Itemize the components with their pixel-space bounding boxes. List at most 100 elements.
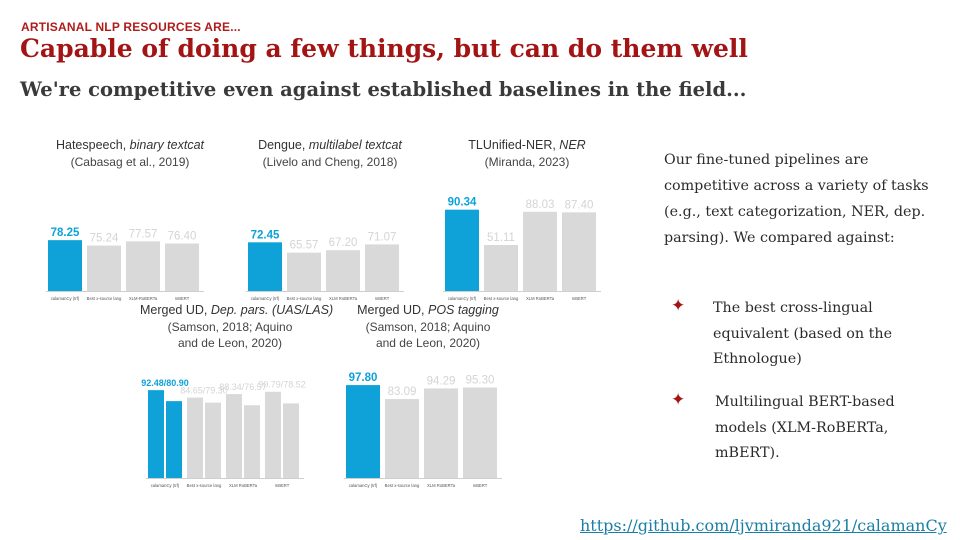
chart-citation: (Samson, 2018; Aquino	[365, 320, 491, 334]
chart-plot: 97.80 calamanCy (trf) 83.09 Best x-source l…	[344, 372, 502, 488]
description-text: Our fine-tuned pipelines are competitive…	[664, 152, 929, 246]
bar	[205, 402, 221, 478]
chart-title-type: Dep. pars. (UAS/LAS)	[210, 303, 334, 317]
chart-title-task: Hatespeech,	[55, 138, 130, 152]
bar-value-label: 88.03	[526, 199, 555, 211]
star-bullet-icon: ✦	[671, 296, 686, 315]
bar	[424, 388, 458, 478]
bar-value-label: 94.29	[427, 375, 456, 387]
bar-value-label: 72.45	[251, 229, 280, 241]
chart-citation: and de Leon, 2020)	[375, 336, 481, 350]
bar	[445, 209, 479, 291]
bar-chart: TLUnified-NER, NER (Miranda, 2023) 90.34 ca…	[437, 138, 617, 305]
bar	[126, 241, 160, 291]
chart-title-type: multilabel textcat	[308, 138, 402, 152]
category-label: XLM RoBERTa	[427, 483, 456, 488]
bar-chart: Merged UD, POS tagging (Samson, 2018; Aqu…	[338, 303, 518, 492]
category-label: mBERT	[473, 483, 488, 488]
section-kicker: ARTISANAL NLP RESOURCES ARE...	[21, 20, 241, 34]
category-label: mBERT	[275, 483, 290, 488]
bar-value-label: 88.34/76.57	[219, 382, 267, 392]
bar	[523, 211, 557, 291]
bar	[365, 244, 399, 291]
bar	[87, 245, 121, 291]
category-label: XLM RoBERTa	[526, 296, 555, 301]
chart-citation: (Cabasag et al., 2019)	[70, 155, 190, 169]
bar-value-label: 65.57	[290, 240, 319, 252]
bar-value-label: 87.40	[565, 199, 594, 211]
bar-value-label: 90.79/78.52	[258, 380, 306, 390]
category-label: Best x-source lang	[287, 296, 322, 301]
chart-title-task: Dengue,	[258, 138, 309, 152]
bar-value-label: 67.20	[329, 237, 358, 249]
bar	[463, 387, 497, 478]
slide-title: Capable of doing a few things, but can d…	[20, 34, 748, 63]
bar-chart: Hatespeech, binary textcat (Cabasag et al…	[40, 138, 220, 305]
bar-value-label: 92.48/80.90	[141, 378, 189, 388]
bar	[165, 243, 199, 291]
chart-plot: 72.45 calamanCy (trf) 65.57 Best x-source l…	[246, 229, 404, 301]
chart-title: Hatespeech, binary textcat	[40, 138, 220, 153]
category-label: calamanCy (trf)	[251, 296, 280, 301]
bar-value-label: 78.25	[51, 227, 80, 239]
chart-title-task: Merged UD,	[357, 303, 428, 317]
category-label: calamanCy (trf)	[349, 483, 378, 488]
bar-value-label: 77.57	[129, 228, 158, 240]
category-label: mBERT	[572, 296, 587, 301]
chart-title-type: POS tagging	[427, 303, 499, 317]
chart-title-type: NER	[559, 138, 586, 152]
bar	[166, 401, 182, 478]
category-label: Best x-source lang	[484, 296, 519, 301]
bar	[326, 250, 360, 291]
star-bullet-icon: ✦	[671, 390, 686, 409]
bar-value-label: 75.24	[90, 233, 119, 245]
category-label: mBERT	[375, 296, 390, 301]
category-label: Best x-source lang	[87, 296, 122, 301]
bar-value-label: 71.07	[368, 231, 397, 243]
bar-value-label: 51.11	[487, 232, 515, 244]
chart-citation: and de Leon, 2020)	[177, 336, 283, 350]
bar	[283, 403, 299, 478]
bullet-item-multilingual-bert: Multilingual BERT-based models (XLM-RoBE…	[715, 394, 895, 461]
bar-chart: Merged UD, Dep. pars. (UAS/LAS) (Samson, …	[140, 303, 333, 492]
chart-plot: 78.25 calamanCy (trf) 75.24 Best x-source l…	[46, 227, 204, 301]
bar	[346, 385, 380, 478]
bar	[187, 397, 203, 478]
bar	[248, 242, 282, 291]
bar	[226, 394, 242, 478]
chart-title: Merged UD, Dep. pars. (UAS/LAS)	[140, 303, 333, 318]
bar	[244, 405, 260, 478]
category-label: calamanCy (trf)	[151, 483, 180, 488]
chart-title: TLUnified-NER, NER	[437, 138, 617, 153]
bar	[385, 399, 419, 478]
bar-value-label: 76.40	[168, 230, 197, 242]
slide-subtitle: We're competitive even against establish…	[20, 78, 747, 101]
bar	[562, 212, 596, 291]
bar	[148, 390, 164, 478]
chart-plot: 90.34 calamanCy (trf) 51.11 Best x-source l…	[443, 197, 601, 301]
category-label: Best x-source lang	[385, 483, 420, 488]
category-label: calamanCy (trf)	[448, 296, 477, 301]
chart-citation: (Miranda, 2023)	[484, 155, 570, 169]
chart-plot: 92.48/80.90 calamanCy (trf) 84.65/79.30 Bes…	[141, 378, 306, 488]
bar-value-label: 84.65/79.30	[180, 386, 228, 396]
bar-value-label: 95.30	[466, 374, 495, 386]
bar	[48, 240, 82, 291]
bar-value-label: 97.80	[349, 372, 378, 384]
bar	[265, 391, 281, 478]
category-label: mBERT	[175, 296, 190, 301]
category-label: XLM RoBERTa	[229, 483, 258, 488]
bullet-item-cross-lingual: The best cross-lingual equivalent (based…	[713, 300, 893, 367]
category-label: XLM RoBERTa	[329, 296, 358, 301]
chart-title-type: binary textcat	[129, 138, 204, 152]
chart-title: Dengue, multilabel textcat	[240, 138, 420, 153]
bar	[484, 245, 518, 291]
category-label: Best x-source lang	[187, 483, 222, 488]
bar	[287, 252, 321, 291]
chart-title-task: Merged UD,	[140, 303, 211, 317]
github-link[interactable]: https://github.com/ljvmiranda921/calaman…	[580, 516, 947, 535]
category-label: calamanCy (trf)	[51, 296, 80, 301]
bar-value-label: 83.09	[388, 386, 417, 398]
category-label: XLM-RoBERTa	[129, 296, 158, 301]
chart-citation: (Samson, 2018; Aquino	[167, 320, 293, 334]
